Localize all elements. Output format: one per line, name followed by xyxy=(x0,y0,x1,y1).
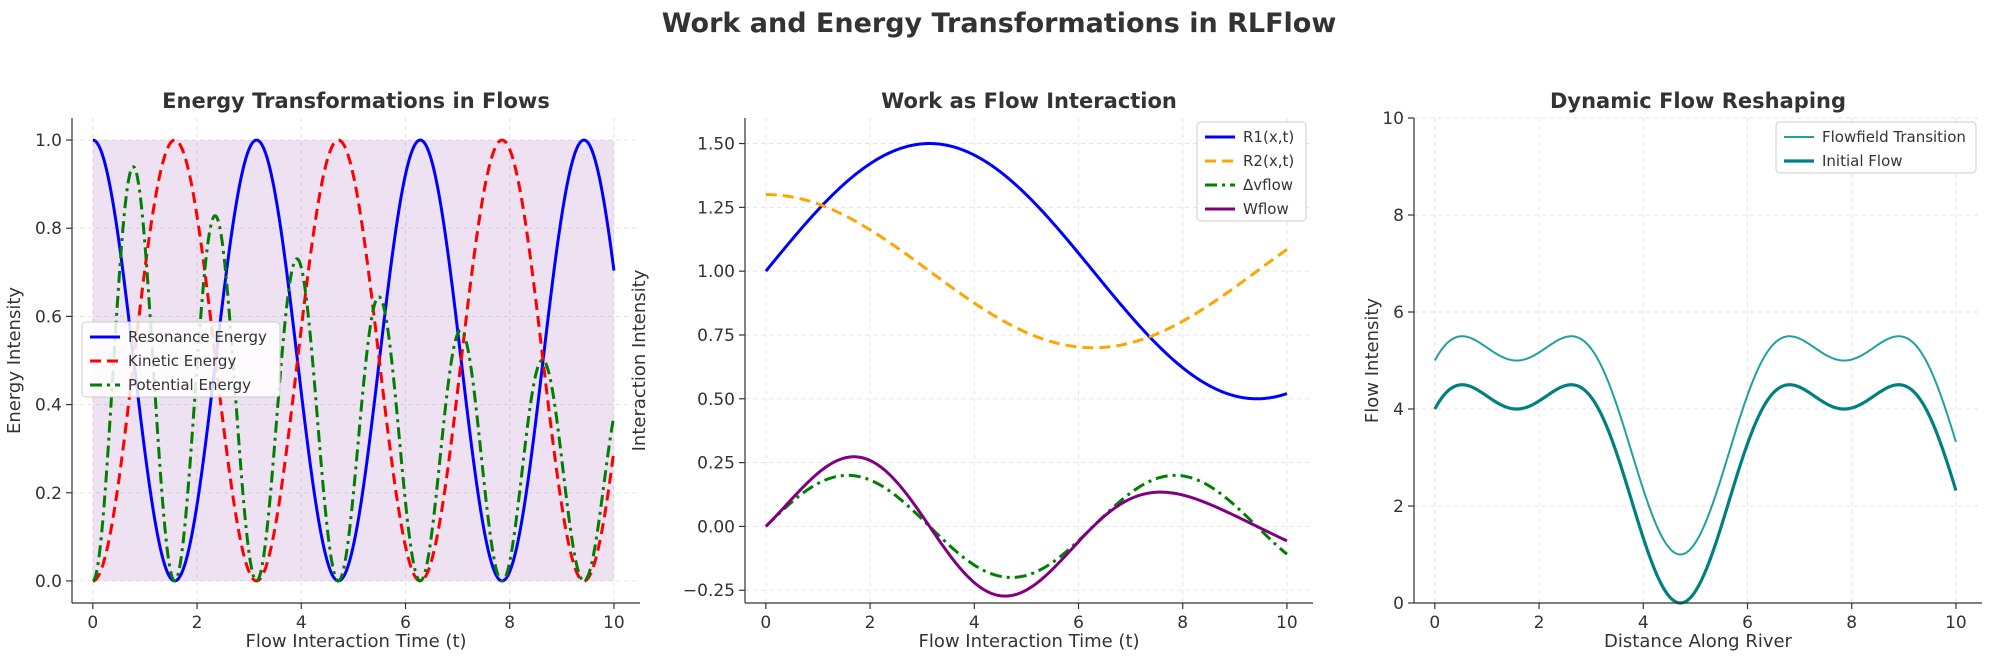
x-tick-label: 6 xyxy=(400,613,411,633)
chart-title: Energy Transformations in Flows xyxy=(162,89,550,113)
x-axis-label: Distance Along River xyxy=(1604,631,1793,652)
legend-label: Flowfield Transition xyxy=(1822,128,1966,146)
chart-panel-1: 0 2 4 6 8 10 0.0 0.2 0.4 0.6 0.8 1.0 Energy Transfor… xyxy=(4,89,640,652)
x-tick-label: 2 xyxy=(1534,613,1545,633)
y-axis-label: Flow Intensity xyxy=(1362,298,1383,424)
y-tick-label: 6 xyxy=(1393,303,1404,323)
y-tick-label: 10 xyxy=(1382,109,1404,129)
chart-panel-3: 0 2 4 6 8 10 0 2 4 6 8 10 Dynamic Flow Reshaping Dist… xyxy=(1362,89,1982,652)
chart-panel-2: 0 2 4 6 8 10 −0.25 0.00 0.25 0.50 0.75 1.00 1.25 1.50… xyxy=(629,89,1313,652)
series-line-2 xyxy=(92,138,616,583)
x-tick-label: 0 xyxy=(1429,613,1440,633)
series-line-4 xyxy=(764,455,1288,598)
x-tick-label: 4 xyxy=(969,613,980,633)
y-tick-label: −0.25 xyxy=(683,581,735,601)
y-tick-label: 0.8 xyxy=(35,219,62,239)
legend-label: Initial Flow xyxy=(1822,152,1903,170)
y-tick-label: 0.75 xyxy=(697,326,735,346)
series-line-1 xyxy=(1433,335,1957,556)
legend-label: Wflow xyxy=(1243,200,1289,218)
y-tick-label: 0.4 xyxy=(35,396,62,416)
y-tick-label: 1.00 xyxy=(697,262,735,282)
x-tick-label: 10 xyxy=(1945,613,1967,633)
x-axis-label: Flow Interaction Time (t) xyxy=(245,631,466,652)
figure-title: Work and Energy Transformations in RLFlo… xyxy=(662,8,1337,39)
x-tick-label: 6 xyxy=(1073,613,1084,633)
y-tick-label: 0.0 xyxy=(35,572,62,592)
x-tick-label: 4 xyxy=(296,613,307,633)
legend-box xyxy=(1196,121,1307,222)
y-tick-label: 0.2 xyxy=(35,484,62,504)
x-tick-label: 2 xyxy=(865,613,876,633)
y-tick-label: 0.50 xyxy=(697,390,735,410)
legend: Flowfield Transition Initial Flow xyxy=(1775,121,1977,174)
legend-box xyxy=(1775,121,1977,174)
x-tick-label: 0 xyxy=(87,613,98,633)
x-tick-label: 8 xyxy=(504,613,515,633)
y-tick-label: 1.0 xyxy=(35,131,62,151)
legend-label: Potential Energy xyxy=(128,376,251,394)
x-axis-label: Flow Interaction Time (t) xyxy=(918,631,1139,652)
series-line-1 xyxy=(92,138,616,583)
chart-title: Dynamic Flow Reshaping xyxy=(1550,89,1846,113)
y-tick-label: 0.00 xyxy=(697,517,735,537)
y-tick-label: 4 xyxy=(1393,400,1404,420)
series-line-3 xyxy=(764,473,1288,579)
x-tick-label: 10 xyxy=(1276,613,1298,633)
series-line-2 xyxy=(765,193,1288,350)
y-axis-label: Interaction Intensity xyxy=(629,269,650,451)
y-tick-label: 1.25 xyxy=(697,198,735,218)
series-line-1 xyxy=(764,142,1288,401)
legend-label: Resonance Energy xyxy=(128,328,267,346)
legend-label: R2(x,t) xyxy=(1243,152,1294,170)
y-tick-label: 8 xyxy=(1393,206,1404,226)
legend-label: Δvflow xyxy=(1243,176,1293,194)
x-tick-label: 8 xyxy=(1177,613,1188,633)
legend: Resonance Energy Kinetic Energy Potential … xyxy=(81,321,281,398)
x-tick-label: 4 xyxy=(1638,613,1649,633)
y-tick-label: 2 xyxy=(1393,497,1404,517)
x-tick-label: 10 xyxy=(603,613,625,633)
legend-label: Kinetic Energy xyxy=(128,352,236,370)
legend-box xyxy=(81,321,281,398)
y-tick-label: 0.6 xyxy=(35,307,62,327)
chart-panels: 0 2 4 6 8 10 0.0 0.2 0.4 0.6 0.8 1.0 Energy Transfor… xyxy=(4,89,1982,652)
x-tick-label: 2 xyxy=(192,613,203,633)
series-line-2 xyxy=(1433,383,1958,605)
series-line-3 xyxy=(92,165,616,583)
x-tick-label: 6 xyxy=(1742,613,1753,633)
x-tick-label: 0 xyxy=(760,613,771,633)
y-axis-label: Energy Intensity xyxy=(4,287,25,434)
y-tick-label: 0.25 xyxy=(697,454,735,474)
y-tick-label: 1.50 xyxy=(697,135,735,155)
chart-title: Work as Flow Interaction xyxy=(881,89,1177,113)
legend: R1(x,t) R2(x,t) Δvflow Wflow xyxy=(1196,121,1307,222)
y-tick-label: 0 xyxy=(1393,594,1404,614)
x-tick-label: 8 xyxy=(1846,613,1857,633)
legend-label: R1(x,t) xyxy=(1243,128,1294,146)
